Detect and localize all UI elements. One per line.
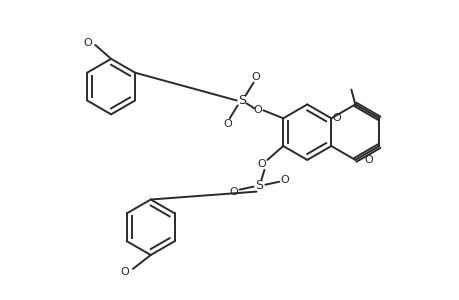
Text: O: O [83, 38, 91, 48]
Text: O: O [223, 119, 232, 129]
Text: S: S [255, 179, 263, 192]
Text: O: O [229, 187, 238, 196]
Text: S: S [237, 94, 245, 107]
Text: O: O [332, 113, 341, 123]
Text: O: O [120, 267, 129, 277]
Text: O: O [257, 159, 265, 169]
Text: O: O [364, 155, 373, 165]
Text: O: O [252, 105, 261, 116]
Text: O: O [280, 175, 289, 185]
Text: O: O [251, 72, 259, 82]
